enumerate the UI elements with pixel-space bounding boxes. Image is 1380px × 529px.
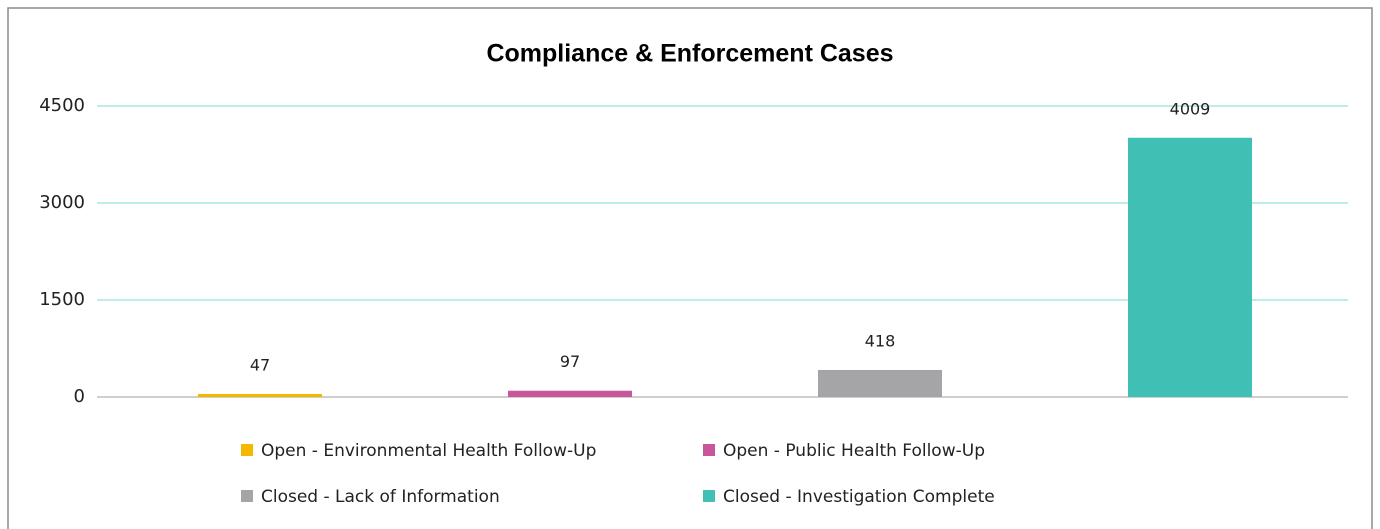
data-label: 4009 — [1170, 99, 1211, 118]
data-label: 47 — [250, 355, 270, 374]
legend-swatch — [703, 490, 715, 502]
legend-swatch — [241, 490, 253, 502]
legend-swatch — [703, 444, 715, 456]
legend-label: Closed - Lack of Information — [261, 487, 500, 507]
chart-title: Compliance & Enforcement Cases — [486, 40, 893, 68]
data-label: 97 — [560, 352, 580, 371]
y-tick-label: 0 — [74, 386, 85, 407]
data-label: 418 — [865, 331, 896, 350]
bar — [818, 369, 942, 397]
y-tick-label: 3000 — [39, 192, 85, 213]
y-tick-label: 4500 — [39, 95, 85, 116]
legend-label: Open - Environmental Health Follow-Up — [261, 441, 596, 461]
bar — [508, 390, 632, 397]
legend-label: Closed - Investigation Complete — [723, 487, 995, 507]
y-tick-label: 1500 — [39, 289, 85, 310]
legend-label: Open - Public Health Follow-Up — [723, 441, 985, 461]
legend-swatch — [241, 444, 253, 456]
bar — [1128, 137, 1252, 397]
bar — [198, 393, 322, 397]
